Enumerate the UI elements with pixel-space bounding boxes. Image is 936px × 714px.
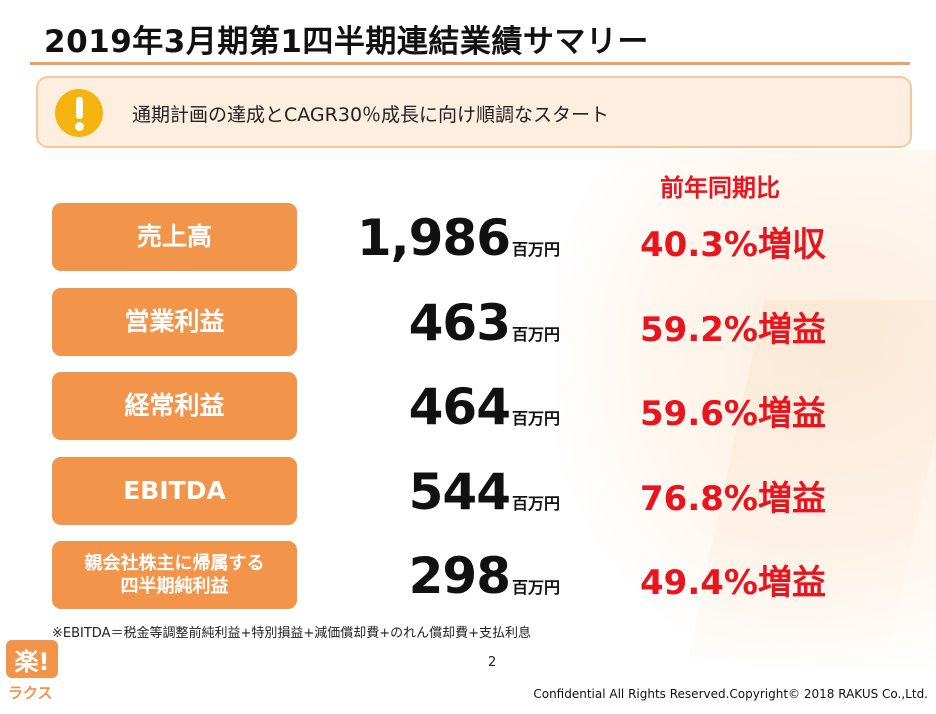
metric-label: 営業利益 [52,288,297,356]
metric-value: 544 百万円 [409,463,560,521]
title-underline [30,62,910,65]
slide-title: 2019年3月期第1四半期連結業績サマリー [44,24,649,60]
metric-label-line: 親会社株主に帰属する [84,552,265,574]
metric-row-ebitda: EBITDA 544 百万円 76.8%増益 [0,457,936,527]
metric-value-number: 544 [408,463,511,521]
exclamation-warning-icon [55,89,103,137]
metric-value-unit: 百万円 [511,494,560,513]
metric-value: 298 百万円 [409,547,560,605]
metric-growth: 76.8%増益 [640,479,826,519]
metric-value-unit: 百万円 [511,325,560,344]
page-number: 2 [488,655,497,670]
yoy-column-header: 前年同期比 [660,174,780,202]
metric-value-number: 1,986 [356,209,511,267]
metric-value: 463 百万円 [409,294,560,352]
metric-value-number: 298 [408,547,511,605]
metric-value-unit: 百万円 [511,240,560,259]
metric-row-revenue: 売上高 1,986 百万円 40.3%増収 [0,203,936,273]
logo-text: ラクス [8,684,53,702]
metric-growth: 59.6%増益 [640,394,826,434]
metric-value-unit: 百万円 [511,578,560,597]
metric-label: 親会社株主に帰属する 四半期純利益 [52,541,297,609]
metric-growth: 40.3%増収 [640,225,826,265]
ebitda-footnote: ※EBITDA＝税金等調整前純利益+特別損益+減価償却費+のれん償却費+支払利息 [52,626,532,641]
metric-row-ordinary-profit: 経常利益 464 百万円 59.6%増益 [0,372,936,442]
callout-text: 通期計画の達成とCAGR30％成長に向け順調なスタート [132,104,610,126]
metric-growth: 49.4%増益 [640,563,826,603]
metric-row-operating-profit: 営業利益 463 百万円 59.2%増益 [0,288,936,358]
metric-label: EBITDA [52,457,297,525]
metric-value: 464 百万円 [409,378,560,436]
metric-label: 経常利益 [52,372,297,440]
company-logo: 楽! ラクス [6,640,66,710]
logo-mark: 楽! [6,640,58,678]
metric-label: 売上高 [52,203,297,271]
copyright-notice: Confidential All Rights Reserved.Copyrig… [533,687,928,701]
metric-value-number: 463 [408,294,511,352]
metric-growth: 59.2%増益 [640,310,826,350]
summary-callout: 通期計画の達成とCAGR30％成長に向け順調なスタート [36,76,912,148]
metric-value-number: 464 [408,378,511,436]
metric-value: 1,986 百万円 [357,209,560,267]
metric-row-net-income: 親会社株主に帰属する 四半期純利益 298 百万円 49.4%増益 [0,541,936,611]
metric-value-unit: 百万円 [511,409,560,428]
metric-label-line: 四半期純利益 [120,576,229,597]
